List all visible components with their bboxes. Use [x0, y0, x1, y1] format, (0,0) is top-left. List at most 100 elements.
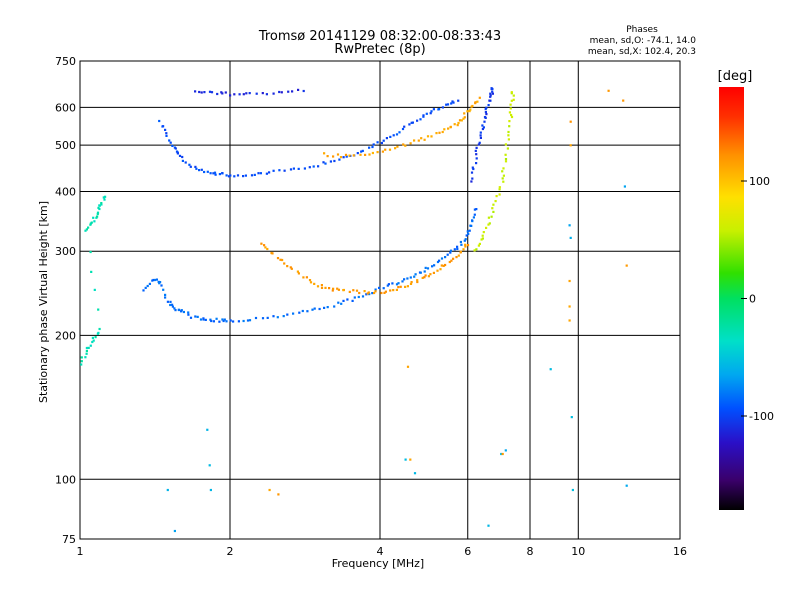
- echo-point: [324, 286, 327, 289]
- echo-point: [460, 243, 463, 246]
- echo-point: [470, 180, 473, 183]
- echo-point: [326, 306, 329, 309]
- echo-point: [329, 160, 332, 163]
- echo-point: [498, 188, 501, 191]
- echo-point: [413, 472, 417, 475]
- echo-point: [364, 153, 367, 156]
- echo-point: [510, 91, 513, 94]
- echo-point: [470, 171, 474, 174]
- echo-point: [223, 318, 226, 321]
- echo-point: [260, 242, 263, 245]
- echo-point: [157, 280, 160, 283]
- echo-point: [479, 131, 482, 134]
- chart-subtitle: RwPretec (8p): [334, 42, 425, 57]
- echo-point: [372, 143, 375, 146]
- echo-point: [352, 289, 355, 292]
- echo-point: [232, 320, 235, 323]
- echo-point: [426, 135, 430, 138]
- echo-point: [311, 308, 314, 311]
- echo-point: [198, 90, 201, 94]
- echo-point: [481, 124, 484, 127]
- echo-point: [471, 177, 474, 180]
- echo-point: [92, 339, 95, 342]
- grid: [80, 61, 680, 539]
- echo-point: [510, 113, 513, 117]
- echo-point: [164, 296, 167, 299]
- echo-point: [403, 125, 406, 128]
- echo-point: [91, 340, 94, 344]
- echo-point: [281, 258, 284, 262]
- echo-point: [97, 308, 100, 311]
- x-axis-ticks: 1 2 4 6 8 10 16: [77, 545, 688, 558]
- echo-point: [385, 137, 388, 140]
- echo-point: [361, 295, 365, 298]
- echo-point: [446, 253, 449, 256]
- echo-point: [438, 259, 441, 262]
- echo-point: [292, 167, 295, 170]
- echo-point: [455, 256, 458, 259]
- echo-point: [173, 307, 176, 310]
- echo-point: [308, 279, 312, 282]
- echo-point: [469, 108, 472, 111]
- echo-point: [187, 313, 190, 316]
- echo-point: [452, 101, 455, 104]
- echo-point: [89, 344, 92, 347]
- echo-point: [87, 346, 90, 349]
- echo-point: [331, 289, 334, 292]
- echo-point: [324, 162, 327, 165]
- echo-point: [253, 173, 256, 176]
- echo-point: [484, 111, 487, 114]
- echo-point: [506, 147, 509, 150]
- y-tick-label: 750: [55, 55, 76, 68]
- echo-point: [159, 281, 162, 284]
- echo-point: [485, 113, 488, 116]
- echo-point: [194, 90, 197, 93]
- echo-point: [549, 368, 552, 371]
- echo-point: [348, 290, 351, 293]
- echo-point: [206, 170, 209, 173]
- phases-header: Phases: [626, 25, 658, 35]
- echo-point: [340, 302, 343, 305]
- echo-point: [279, 258, 282, 261]
- echo-point: [475, 208, 478, 211]
- echo-point: [84, 356, 87, 359]
- echo-point: [409, 458, 412, 461]
- echo-point: [168, 139, 171, 142]
- echo-point: [292, 312, 295, 315]
- echo-point: [501, 177, 504, 180]
- echo-point: [441, 130, 444, 134]
- y-tick-label: 500: [55, 139, 76, 152]
- echo-point: [463, 239, 466, 242]
- echo-point: [218, 320, 221, 323]
- echo-point: [433, 264, 436, 267]
- echo-point: [165, 134, 168, 137]
- echo-point: [89, 223, 92, 226]
- echo-point: [296, 270, 299, 273]
- echo-point: [332, 155, 335, 158]
- echo-point: [203, 170, 206, 174]
- echo-point: [374, 290, 377, 293]
- echo-point: [356, 152, 359, 155]
- echo-point: [456, 124, 459, 127]
- echo-point: [401, 127, 405, 131]
- echo-point: [85, 346, 88, 350]
- echo-point: [102, 196, 105, 199]
- echo-point: [242, 175, 245, 178]
- echo-point: [272, 169, 275, 172]
- echo-point: [194, 315, 197, 318]
- echo-point: [287, 90, 290, 93]
- echo-point: [148, 282, 151, 285]
- echo-point: [476, 100, 479, 103]
- echo-point: [368, 293, 371, 296]
- y-tick-label: 400: [55, 185, 76, 198]
- echo-point: [463, 112, 466, 115]
- echo-point: [302, 276, 305, 279]
- echo-point: [380, 141, 383, 145]
- echo-point: [333, 159, 336, 163]
- echo-point: [423, 270, 426, 273]
- echo-point: [457, 121, 460, 125]
- echo-point: [214, 173, 217, 176]
- echo-point: [456, 247, 459, 250]
- echo-point: [489, 94, 492, 97]
- echo-point: [367, 291, 370, 294]
